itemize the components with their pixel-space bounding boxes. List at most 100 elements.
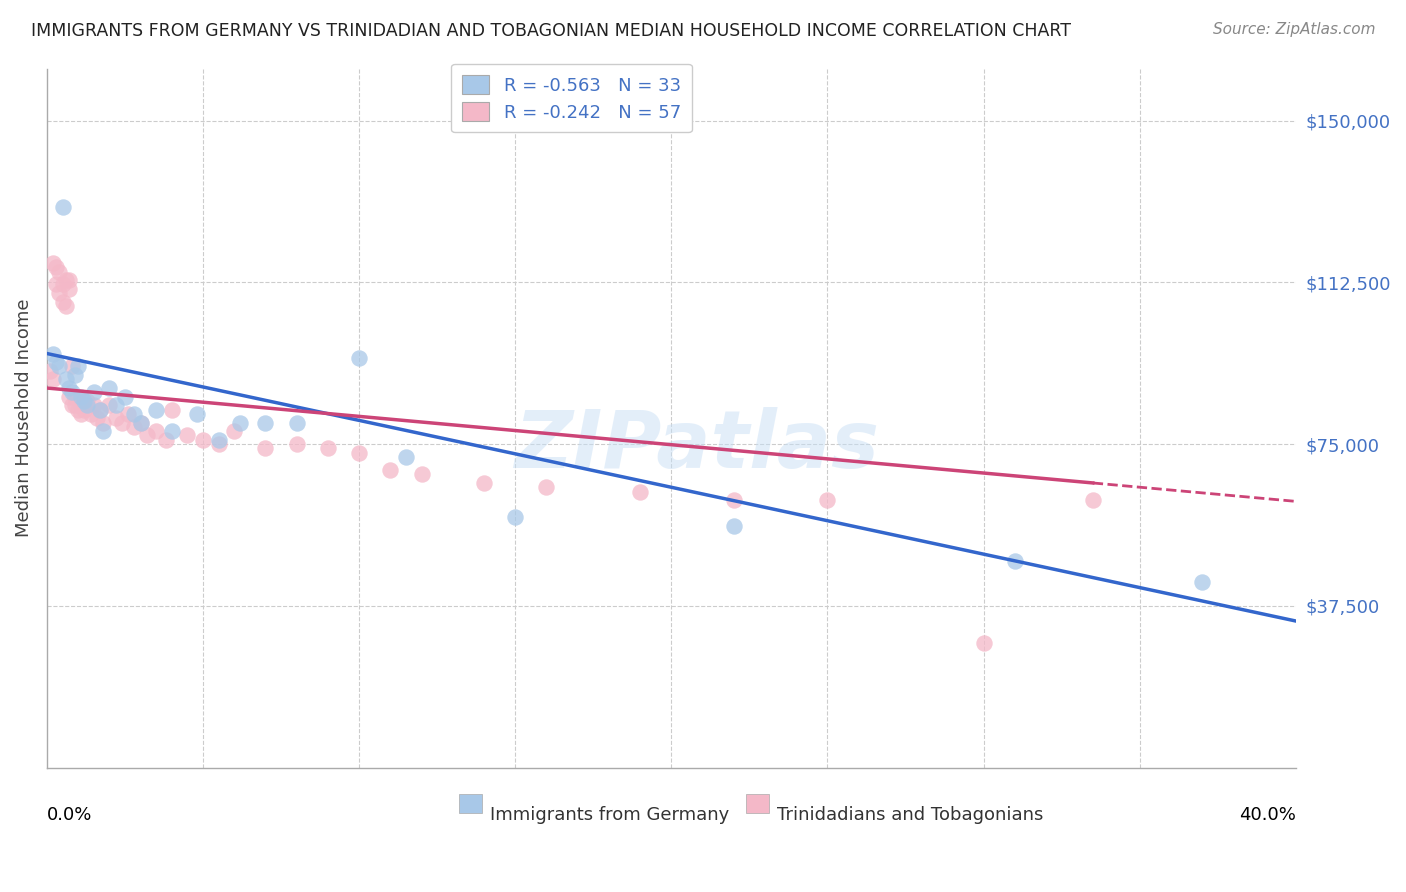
Point [51,294,73,309]
Point [411,467,433,482]
Point [191,433,214,447]
Point [83,385,105,400]
Point [67,390,90,404]
Point [817,493,839,508]
Point [58,381,80,395]
Point [254,416,277,430]
Point [117,407,139,421]
Point [98,398,121,412]
Point [723,519,745,533]
Point [63,398,86,412]
Point [160,402,183,417]
Point [51,277,73,292]
Point [380,463,402,477]
Point [76,394,98,409]
Point [145,424,167,438]
Bar [747,794,769,814]
Point [207,437,229,451]
Point [186,407,208,421]
Point [63,390,86,404]
Point [285,437,308,451]
Point [73,398,96,412]
Point [229,416,252,430]
Text: Immigrants from Germany: Immigrants from Germany [491,806,730,824]
Text: 40.0%: 40.0% [1239,806,1296,824]
Point [347,351,370,365]
Point [55,372,77,386]
Point [628,484,651,499]
Point [155,433,177,447]
Point [51,200,73,214]
Point [124,420,146,434]
Point [55,273,77,287]
Point [58,273,80,287]
Point [60,385,83,400]
Point [60,359,83,374]
Point [176,428,198,442]
Point [42,256,65,270]
Y-axis label: Median Household Income: Median Household Income [15,299,32,538]
Point [73,394,96,409]
Text: Trinidadians and Tobagonians: Trinidadians and Tobagonians [778,806,1043,824]
Point [1191,575,1213,590]
Point [114,390,136,404]
Point [503,510,526,524]
Point [104,398,127,412]
Point [91,416,114,430]
Point [48,264,70,278]
Point [70,398,93,412]
Text: Source: ZipAtlas.com: Source: ZipAtlas.com [1212,22,1375,37]
Point [207,433,229,447]
Text: IMMIGRANTS FROM GERMANY VS TRINIDADIAN AND TOBAGONIAN MEDIAN HOUSEHOLD INCOME CO: IMMIGRANTS FROM GERMANY VS TRINIDADIAN A… [31,22,1071,40]
Point [45,277,67,292]
Point [48,359,70,374]
Point [1081,493,1104,508]
Point [145,402,167,417]
Point [316,442,339,456]
Point [42,372,65,386]
Point [86,411,108,425]
Point [104,411,127,425]
Point [45,355,67,369]
Point [89,402,111,417]
Point [83,398,105,412]
Point [58,390,80,404]
Point [67,359,90,374]
Point [39,364,62,378]
Point [129,416,152,430]
Text: ZIPatlas: ZIPatlas [513,407,879,485]
Point [124,407,146,421]
Point [160,424,183,438]
Bar [458,794,481,814]
Point [723,493,745,508]
Point [254,442,277,456]
Point [76,398,98,412]
Point [70,407,93,421]
Point [536,480,558,494]
Point [129,416,152,430]
Point [42,346,65,360]
Point [79,407,101,421]
Point [472,475,495,490]
Point [285,416,308,430]
Point [347,446,370,460]
Point [48,286,70,301]
Point [70,390,93,404]
Point [55,299,77,313]
Text: 0.0%: 0.0% [46,806,93,824]
Point [224,424,246,438]
Point [111,416,134,430]
Point [98,381,121,395]
Legend: R = -0.563   N = 33, R = -0.242   N = 57: R = -0.563 N = 33, R = -0.242 N = 57 [451,64,692,133]
Point [63,368,86,383]
Point [395,450,418,464]
Point [67,402,90,417]
Point [973,635,995,649]
Point [89,402,111,417]
Point [60,398,83,412]
Point [73,402,96,417]
Point [45,260,67,275]
Point [58,282,80,296]
Point [91,424,114,438]
Point [1004,553,1026,567]
